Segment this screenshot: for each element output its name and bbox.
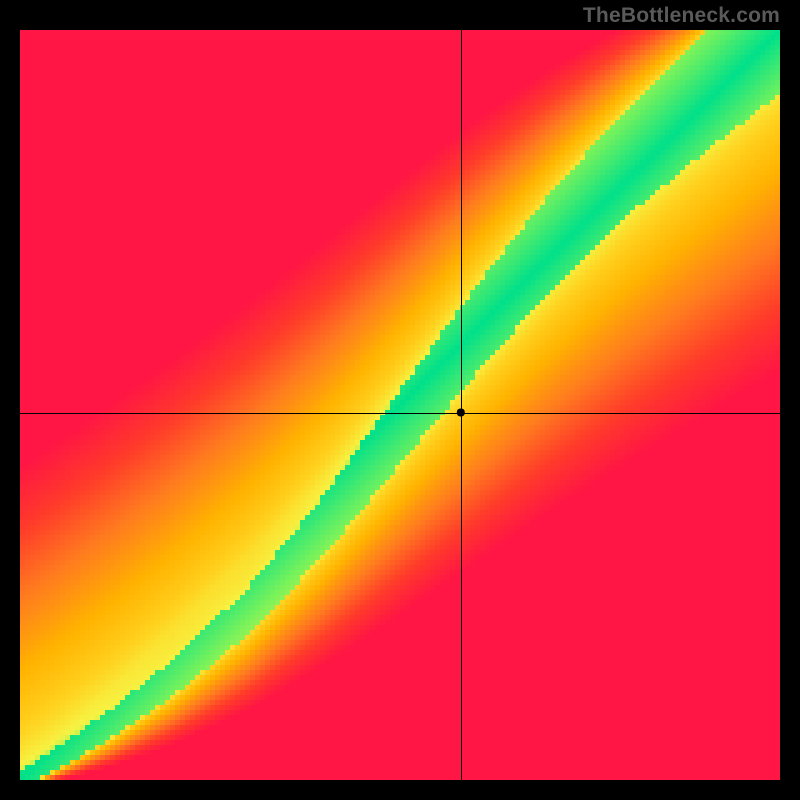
watermark-text: TheBottleneck.com [583,4,780,28]
chart-frame: TheBottleneck.com [0,0,800,800]
bottleneck-heatmap-canvas [0,0,800,800]
